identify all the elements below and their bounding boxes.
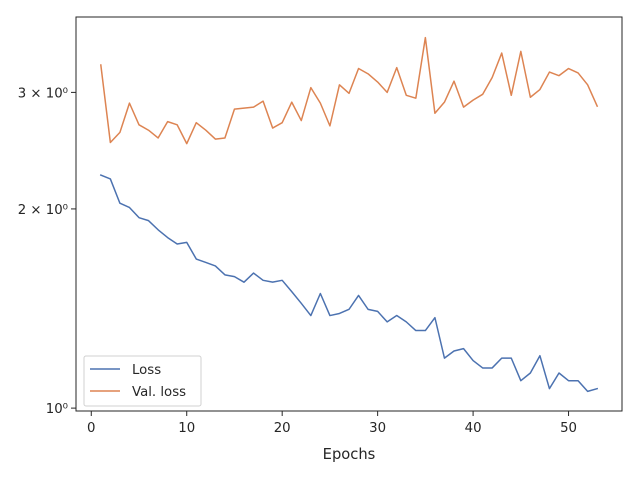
- x-axis-label: Epochs: [323, 446, 376, 463]
- x-tick-label: 20: [274, 421, 291, 436]
- legend-label-val-loss: Val. loss: [132, 385, 186, 400]
- plot-area: [76, 17, 622, 411]
- legend-label-loss: Loss: [132, 363, 161, 378]
- series-line-loss: [99, 174, 599, 393]
- x-tick-label: 10: [178, 421, 195, 436]
- x-tick-label: 0: [87, 421, 95, 436]
- legend: Loss Val. loss: [83, 355, 202, 407]
- y-tick-label: 3 × 10⁰: [18, 86, 68, 101]
- y-tick-label: 2 × 10⁰: [18, 203, 68, 218]
- y-tick-label: 10⁰: [46, 402, 68, 417]
- x-tick-label: 40: [465, 421, 482, 436]
- series-line-val-loss: [99, 36, 599, 145]
- plot-frame: [75, 16, 623, 412]
- x-tick-label: 30: [369, 421, 386, 436]
- x-tick-label: 50: [560, 421, 577, 436]
